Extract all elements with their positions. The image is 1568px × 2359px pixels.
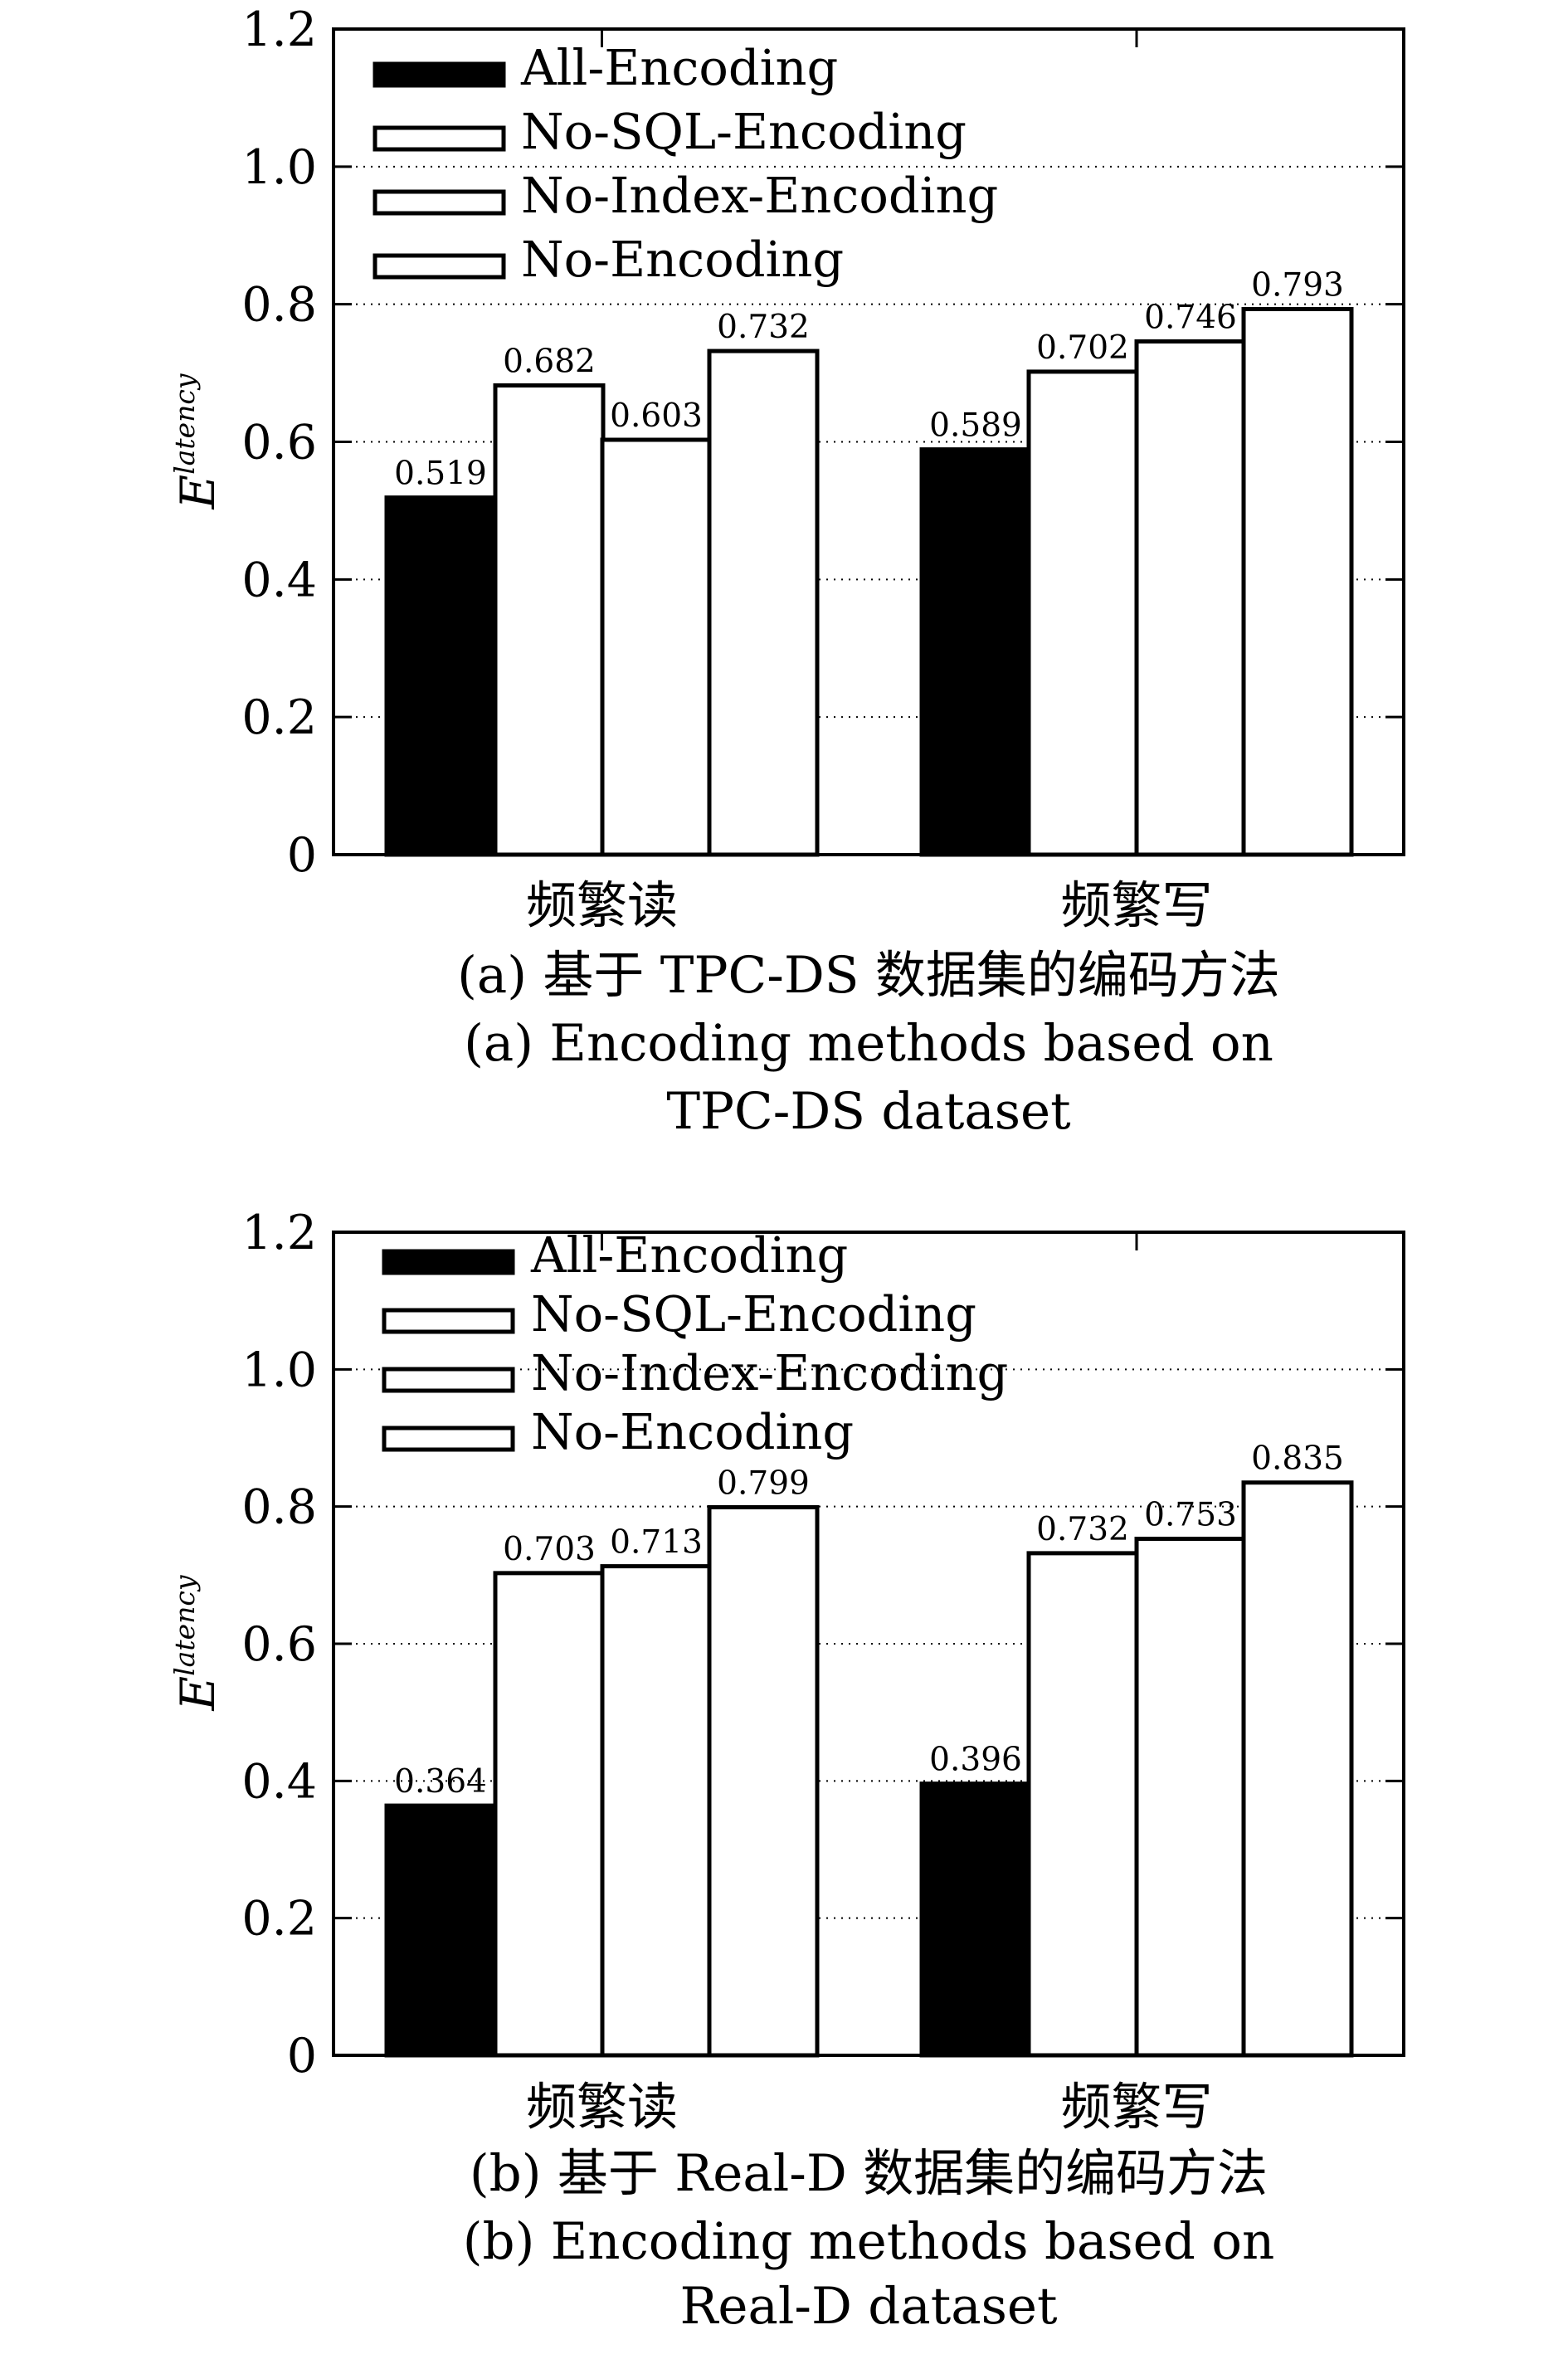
legend-swatch [373, 125, 506, 152]
legend-swatch [373, 189, 506, 216]
legend-swatch [382, 1367, 515, 1393]
y-tick-label: 0 [287, 2029, 317, 2084]
bar-all-encoding-1 [384, 1803, 497, 2058]
legend-swatch [382, 1249, 515, 1275]
bar-no-sql-encoding-2 [1026, 1551, 1139, 2058]
chart-panel-b: 0.364 0.396 0.703 0.732 0.713 0.753 0.799 0.835… [168, 1206, 1405, 2336]
value-label: 0.589 [929, 407, 1022, 445]
chart-panel-a: 0.519 0.589 0.682 0.702 0.603 0.746 0.732 0.793… [168, 2, 1405, 1141]
bar-no-sql-encoding-1 [493, 383, 606, 857]
y-tick-label: 0.8 [241, 1480, 317, 1535]
caption-line: (a) 基于 TPC-DS 数据集的编码方法 [457, 946, 1280, 1005]
y-axis-label-base: E [171, 475, 226, 510]
value-label: 0.364 [394, 1763, 487, 1801]
plot-frame [332, 1231, 1405, 2057]
y-tick-label: 1.0 [241, 1343, 317, 1397]
value-label: 0.519 [394, 456, 487, 493]
y-tick-label: 0.4 [241, 553, 317, 607]
value-label: 0.753 [1144, 1497, 1237, 1534]
y-tick-label: 0.8 [241, 278, 317, 333]
bar-no-sql-encoding-1 [493, 1571, 606, 2058]
y-tick-label: 1.0 [241, 140, 317, 195]
bar-no-encoding-2 [1241, 1480, 1354, 2058]
legend-label: All-Encoding [520, 39, 838, 96]
y-axis-label-superscript: latency [168, 1575, 201, 1676]
bar-no-index-encoding-2 [1134, 1537, 1247, 2058]
legend-swatch [382, 1308, 515, 1334]
category-label: 频繁写 [1060, 876, 1212, 935]
category-label: 频繁读 [526, 876, 678, 935]
bar-no-sql-encoding-2 [1026, 369, 1139, 857]
y-axis-label: Elatency [168, 1575, 226, 1711]
legend-label: No-SQL-Encoding [531, 1285, 976, 1343]
bar-no-index-encoding-1 [600, 437, 713, 857]
caption-line: (b) Encoding methods based on [463, 2212, 1275, 2271]
category-label: 频繁写 [1060, 2078, 1212, 2137]
value-label: 0.713 [610, 1524, 703, 1562]
legend-label: No-Encoding [521, 231, 844, 288]
y-axis-label: Elatency [168, 373, 226, 509]
legend-swatch [373, 253, 506, 280]
value-label: 0.702 [1036, 329, 1129, 367]
bar-no-encoding-2 [1241, 306, 1354, 857]
value-label: 0.732 [1036, 1511, 1129, 1548]
value-label: 0.793 [1251, 266, 1344, 304]
legend-label: No-SQL-Encoding [521, 103, 967, 160]
bar-no-index-encoding-1 [600, 1564, 713, 2058]
y-tick-label: 0.6 [241, 416, 317, 470]
legend-label: No-Index-Encoding [531, 1344, 1008, 1401]
caption-line: TPC-DS dataset [666, 1082, 1071, 1141]
caption-line: (a) Encoding methods based on [464, 1014, 1273, 1073]
y-tick-label: 0 [287, 828, 317, 883]
bar-no-index-encoding-2 [1134, 339, 1247, 857]
legend-swatch [373, 61, 506, 88]
caption-line: (b) 基于 Real-D 数据集的编码方法 [470, 2144, 1268, 2203]
value-label: 0.396 [929, 1742, 1022, 1779]
y-tick-label: 1.2 [241, 1206, 317, 1260]
legend-swatch [382, 1426, 515, 1452]
category-label: 频繁读 [526, 2078, 678, 2137]
bar-all-encoding-2 [919, 1781, 1032, 2058]
value-label: 0.682 [503, 344, 596, 381]
y-tick-label: 0.4 [241, 1754, 317, 1809]
y-tick-label: 1.2 [241, 2, 317, 57]
plot-frame [332, 27, 1405, 856]
bar-no-encoding-1 [707, 1504, 820, 2058]
y-axis-label-base: E [171, 1676, 226, 1712]
value-label: 0.835 [1251, 1440, 1344, 1478]
value-label: 0.746 [1144, 299, 1237, 336]
y-tick-label: 0.6 [241, 1617, 317, 1672]
value-label: 0.703 [503, 1531, 596, 1568]
y-tick-label: 0.2 [241, 690, 317, 745]
bar-no-encoding-1 [707, 348, 820, 857]
bar-all-encoding-2 [919, 447, 1032, 857]
value-label: 0.732 [717, 309, 810, 346]
bar-all-encoding-1 [384, 495, 497, 857]
y-tick-label: 0.2 [241, 1892, 317, 1947]
value-label: 0.799 [717, 1465, 810, 1502]
caption-line: Real-D dataset [679, 2277, 1058, 2336]
y-axis-label-superscript: latency [168, 373, 201, 475]
value-label: 0.603 [610, 397, 703, 435]
legend-label: All-Encoding [530, 1226, 848, 1284]
legend-label: No-Encoding [531, 1403, 854, 1460]
legend-label: No-Index-Encoding [521, 167, 998, 224]
